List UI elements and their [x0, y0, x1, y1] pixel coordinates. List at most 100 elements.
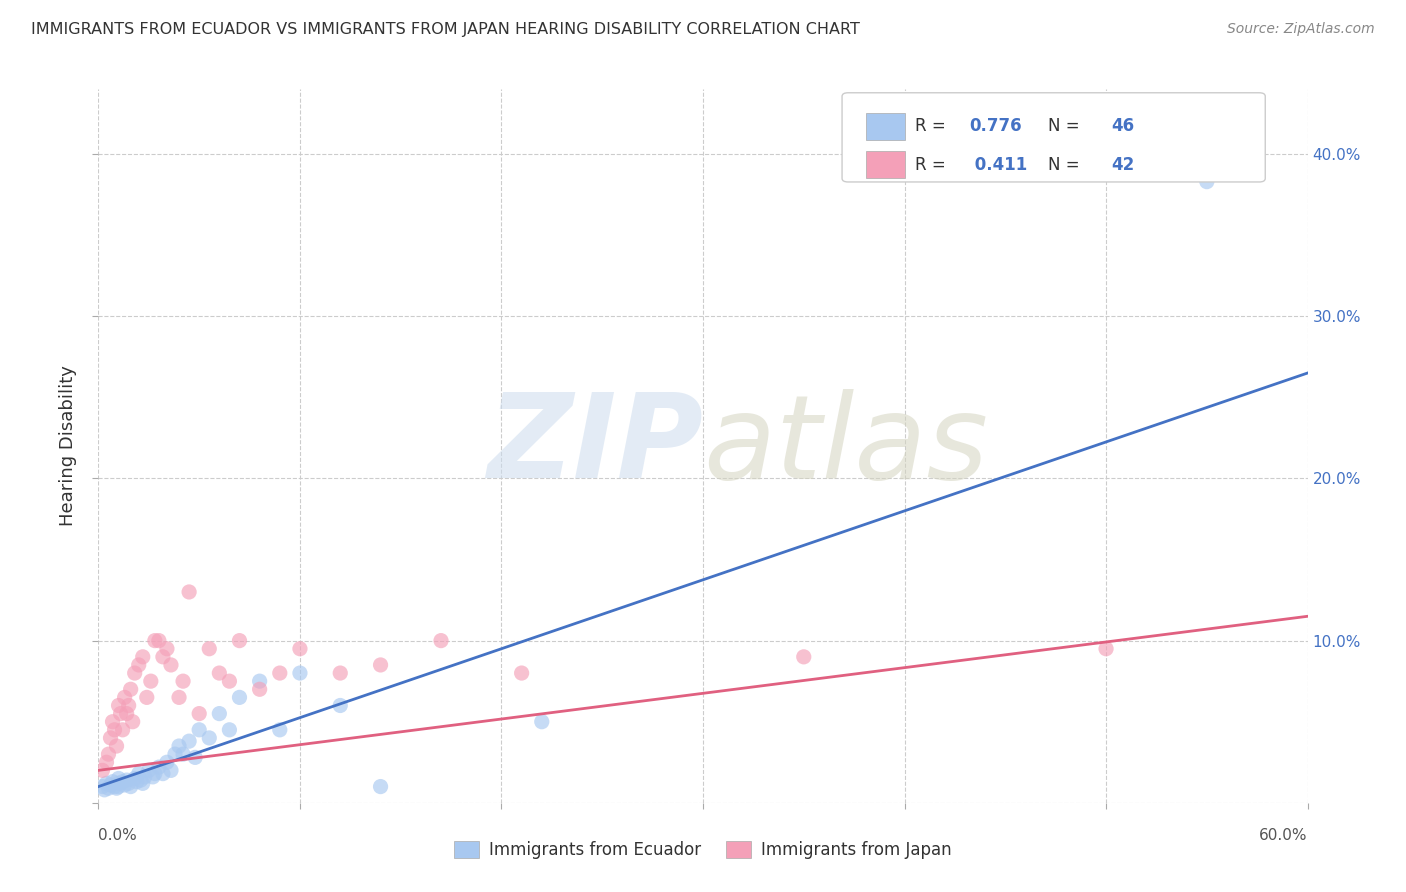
Point	[156, 641, 179, 656]
Point	[114, 690, 136, 705]
Point	[100, 778, 122, 792]
Point	[93, 782, 115, 797]
Point	[128, 657, 150, 672]
Point	[103, 780, 125, 794]
Point	[148, 633, 170, 648]
Text: 42: 42	[1112, 156, 1135, 174]
Point	[114, 778, 136, 792]
Point	[96, 756, 118, 770]
Point	[91, 764, 114, 778]
Point	[143, 766, 166, 780]
Point	[107, 772, 129, 786]
Point	[184, 750, 207, 764]
Point	[115, 706, 138, 721]
Text: 60.0%: 60.0%	[1260, 828, 1308, 843]
Point	[120, 682, 142, 697]
Point	[107, 776, 129, 790]
Point	[793, 649, 815, 664]
Point	[138, 764, 160, 778]
Point	[218, 723, 240, 737]
Point	[249, 682, 271, 697]
Point	[118, 698, 141, 713]
Point	[103, 723, 125, 737]
Text: ZIP: ZIP	[486, 389, 703, 503]
Text: IMMIGRANTS FROM ECUADOR VS IMMIGRANTS FROM JAPAN HEARING DISABILITY CORRELATION : IMMIGRANTS FROM ECUADOR VS IMMIGRANTS FR…	[31, 22, 860, 37]
Point	[111, 774, 134, 789]
Point	[121, 714, 143, 729]
Point	[97, 781, 120, 796]
Point	[124, 772, 146, 786]
Point	[329, 666, 352, 681]
Point	[269, 723, 291, 737]
Point	[96, 776, 118, 790]
Point	[143, 633, 166, 648]
Text: R =: R =	[915, 156, 950, 174]
Point	[110, 706, 132, 721]
Point	[370, 780, 392, 794]
Point	[100, 731, 122, 745]
Point	[128, 766, 150, 780]
Point	[124, 666, 146, 681]
Point	[105, 739, 128, 753]
Point	[91, 780, 114, 794]
Point	[172, 747, 194, 761]
Point	[139, 674, 162, 689]
Point	[228, 633, 250, 648]
Text: N =: N =	[1047, 156, 1084, 174]
Text: atlas: atlas	[703, 389, 988, 503]
Point	[115, 773, 138, 788]
Point	[1195, 175, 1218, 189]
Point	[198, 731, 221, 745]
Point	[152, 649, 174, 664]
Text: 0.776: 0.776	[969, 117, 1022, 136]
Point	[218, 674, 240, 689]
Point	[249, 674, 271, 689]
Point	[167, 739, 190, 753]
Point	[134, 770, 156, 784]
Text: R =: R =	[915, 117, 950, 136]
Point	[148, 760, 170, 774]
Point	[179, 585, 201, 599]
Point	[135, 690, 157, 705]
Point	[288, 641, 311, 656]
Point	[118, 776, 141, 790]
Point	[510, 666, 533, 681]
Text: 46: 46	[1112, 117, 1135, 136]
Point	[167, 690, 190, 705]
Point	[101, 774, 124, 789]
Point	[97, 747, 120, 761]
Point	[188, 723, 211, 737]
Point	[107, 698, 129, 713]
Point	[125, 774, 148, 789]
Text: 0.411: 0.411	[969, 156, 1028, 174]
Point	[228, 690, 250, 705]
Point	[163, 747, 186, 761]
Point	[160, 764, 183, 778]
Point	[530, 714, 553, 729]
Point	[198, 641, 221, 656]
Point	[156, 756, 179, 770]
Point	[172, 674, 194, 689]
Point	[132, 649, 155, 664]
Point	[179, 734, 201, 748]
FancyBboxPatch shape	[842, 93, 1265, 182]
Text: Source: ZipAtlas.com: Source: ZipAtlas.com	[1227, 22, 1375, 37]
Y-axis label: Hearing Disability: Hearing Disability	[59, 366, 77, 526]
Bar	[866, 152, 905, 178]
Bar	[866, 112, 905, 140]
Point	[288, 666, 311, 681]
Point	[142, 770, 165, 784]
Legend: Immigrants from Ecuador, Immigrants from Japan: Immigrants from Ecuador, Immigrants from…	[447, 834, 959, 866]
Point	[370, 657, 392, 672]
Point	[129, 773, 152, 788]
Point	[105, 781, 128, 796]
Point	[329, 698, 352, 713]
Point	[188, 706, 211, 721]
Text: 0.0%: 0.0%	[98, 828, 138, 843]
Point	[430, 633, 453, 648]
Point	[208, 706, 231, 721]
Point	[1095, 641, 1118, 656]
Point	[101, 714, 124, 729]
Point	[160, 657, 183, 672]
Point	[120, 780, 142, 794]
